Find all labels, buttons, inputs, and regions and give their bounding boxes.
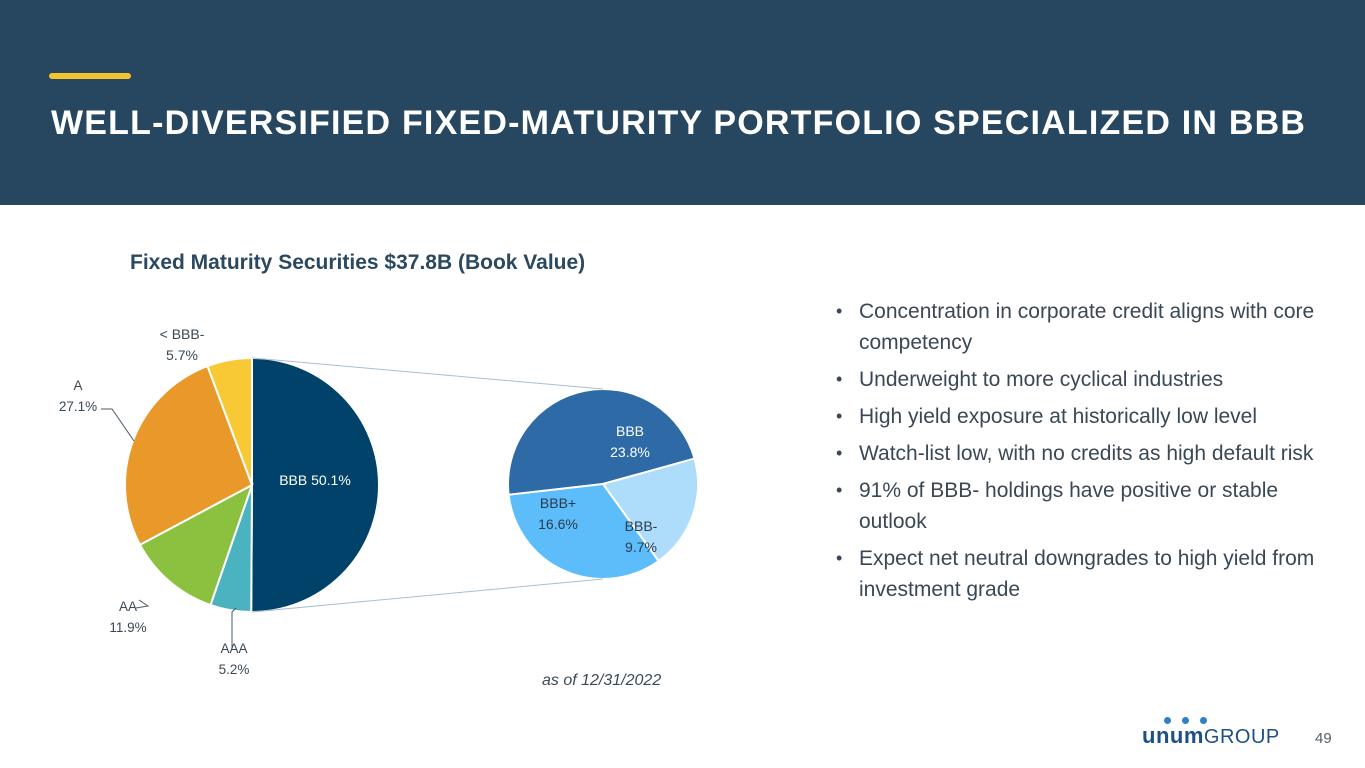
main-slice-bbb: [250, 356, 381, 613]
label-main-lt-bbb-minus: < BBB-5.7%: [160, 326, 205, 363]
label-secondary-bbb: BBB 23.8%: [610, 423, 650, 460]
pie-of-pie-chart: BBB 50.1% AAA 5.2% AA 11.9% A 27.1% < BBB-5.7% B…: [59, 326, 699, 677]
bullet-item: • Underweight to more cyclical industries: [836, 364, 1336, 395]
as-of-note: as of 12/31/2022: [542, 672, 662, 689]
page-number: 49: [1315, 730, 1332, 747]
connector-line-top: [251, 357, 604, 390]
main-slice-lt-bbb: [206, 356, 253, 486]
label-main-aa: AA 11.9%: [109, 599, 146, 635]
bullet-item: • Expect net neutral downgrades to high y…: [836, 543, 1336, 605]
leader-aa: [135, 599, 150, 609]
label-main-a: A 27.1%: [59, 378, 97, 414]
bullet-icon: •: [836, 369, 843, 389]
connector-line-bottom: [251, 578, 604, 613]
slide-title: WELL-DIVERSIFIED FIXED-MATURITY PORTFOLI…: [51, 104, 1307, 142]
label-secondary-bbb-plus: BBB+ 16.6%: [538, 495, 578, 532]
leader-a: [101, 408, 135, 442]
bullet-icon: •: [836, 301, 843, 321]
bullet-text: 91% of BBB- holdings have positive or st…: [859, 479, 1279, 533]
bullet-text: Expect net neutral downgrades to high yi…: [859, 547, 1315, 601]
logo-unum-text: unum: [1142, 723, 1204, 748]
accent-bar: [49, 73, 131, 79]
bullet-item: • High yield exposure at historically low…: [836, 401, 1336, 432]
secondary-slice-bbb: [601, 457, 699, 563]
bullet-item: • 91% of BBB- holdings have positive or s…: [836, 475, 1336, 537]
bullet-item: • Concentration in corporate credit align…: [836, 296, 1336, 358]
bullet-icon: •: [836, 548, 843, 568]
label-secondary-bbb-minus: BBB-9.7%: [625, 518, 658, 555]
bullet-icon: •: [836, 480, 843, 500]
header-banner: WELL-DIVERSIFIED FIXED-MATURITY PORTFOLI…: [0, 0, 1365, 205]
bullet-icon: •: [836, 443, 843, 463]
secondary-slice-bbb: [507, 388, 696, 496]
chart-title: Fixed Maturity Securities $37.8B (Book V…: [130, 251, 586, 274]
leader-aaa: [231, 607, 237, 648]
bullet-icon: •: [836, 406, 843, 426]
bullet-item: • Watch-list low, with no credits as high…: [836, 438, 1336, 469]
label-main-aaa: AAA 5.2%: [219, 641, 250, 677]
label-main-bbb: BBB 50.1%: [279, 472, 351, 488]
logo-group-text: GROUP: [1203, 726, 1280, 748]
main-slice-aa: [138, 482, 254, 607]
bullet-text: Underweight to more cyclical industries: [859, 368, 1224, 391]
bullet-list: • Concentration in corporate credit align…: [836, 296, 1336, 611]
logo-dots: [1164, 717, 1207, 724]
bullet-text: Watch-list low, with no credits as high …: [859, 442, 1314, 465]
unum-group-logo: unum GROUP: [1142, 717, 1280, 749]
bullet-text: High yield exposure at historically low …: [859, 405, 1258, 428]
bullet-text: Concentration in corporate credit aligns…: [859, 300, 1315, 354]
secondary-slice-bbbplus: [507, 482, 660, 580]
